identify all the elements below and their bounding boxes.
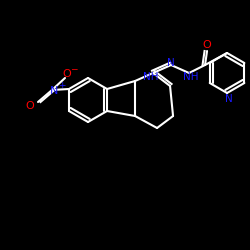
Text: NH: NH bbox=[183, 72, 199, 82]
Text: O: O bbox=[26, 101, 34, 111]
Text: NH: NH bbox=[143, 72, 158, 82]
Text: N: N bbox=[225, 94, 233, 104]
Text: O: O bbox=[62, 69, 72, 79]
Text: N: N bbox=[50, 86, 58, 96]
Text: +: + bbox=[58, 80, 66, 90]
Text: N: N bbox=[167, 58, 175, 68]
Text: O: O bbox=[203, 40, 211, 50]
Text: −: − bbox=[70, 64, 78, 74]
